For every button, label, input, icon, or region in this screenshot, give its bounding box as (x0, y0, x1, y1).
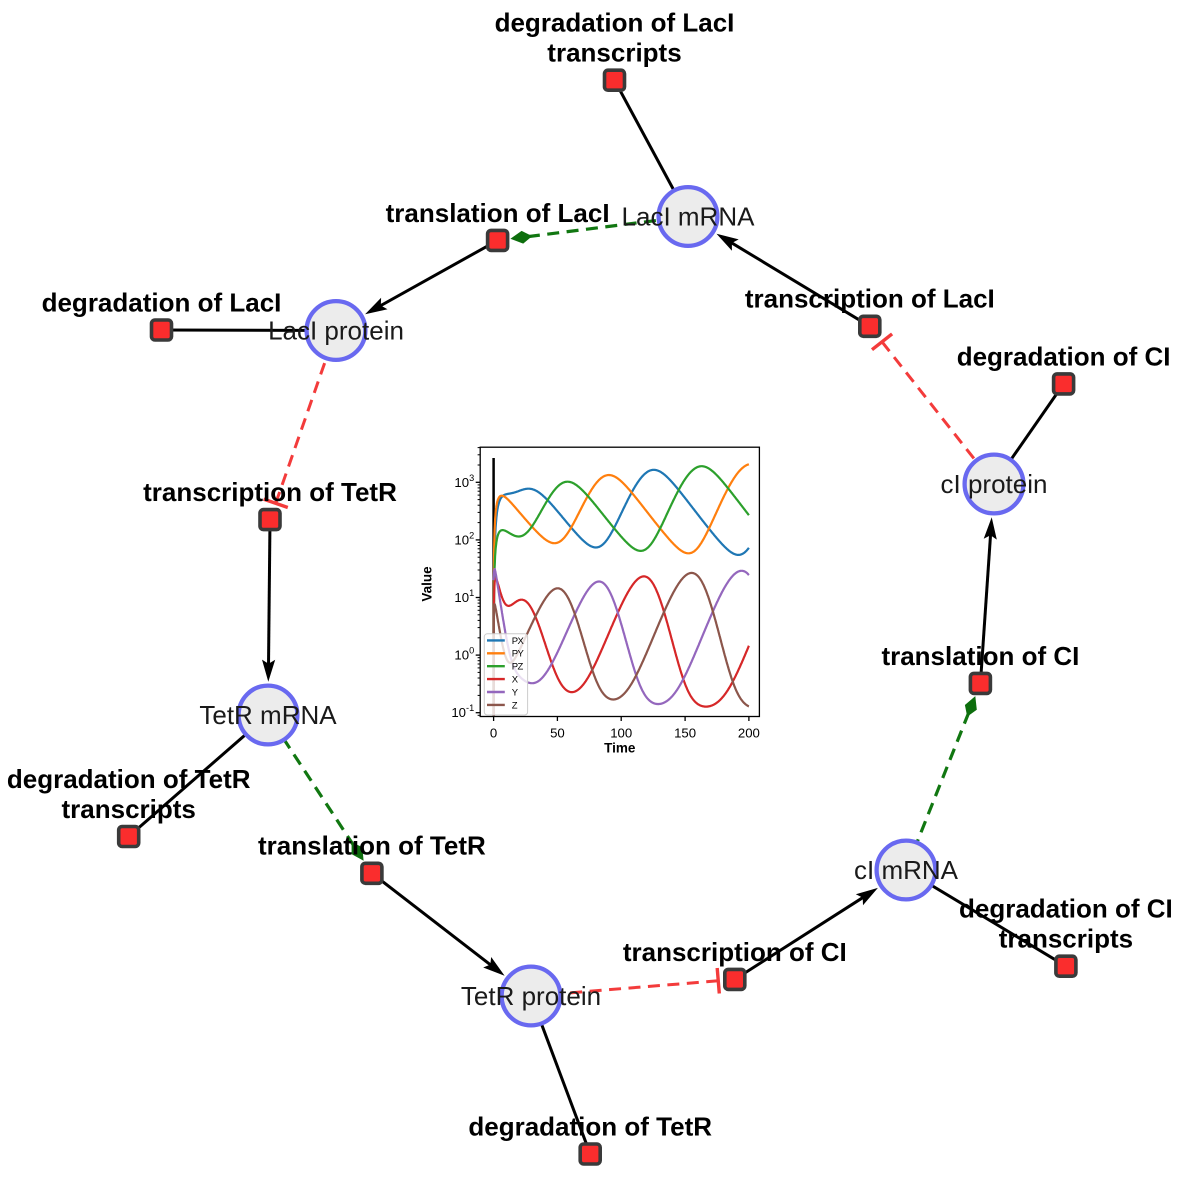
svg-text:translation of TetR: translation of TetR (258, 831, 486, 861)
svg-text:degradation of LacI: degradation of LacI (42, 287, 282, 317)
svg-text:transcription of CI: transcription of CI (623, 937, 847, 967)
svg-text:200: 200 (738, 726, 760, 741)
svg-text:transcripts: transcripts (62, 794, 196, 824)
svg-text:Time: Time (604, 741, 636, 756)
svg-text:150: 150 (674, 726, 696, 741)
svg-text:cI protein: cI protein (941, 469, 1048, 499)
svg-text:LacI mRNA: LacI mRNA (622, 201, 756, 231)
svg-text:Z: Z (512, 700, 518, 711)
svg-text:degradation of CI: degradation of CI (959, 894, 1173, 924)
svg-text:PY: PY (512, 649, 525, 660)
svg-text:translation of LacI: translation of LacI (386, 198, 610, 228)
svg-text:Y: Y (512, 687, 519, 698)
svg-text:PX: PX (512, 636, 525, 647)
svg-text:degradation of TetR: degradation of TetR (468, 1111, 712, 1141)
svg-text:transcription of LacI: transcription of LacI (745, 284, 995, 314)
svg-text:100: 100 (610, 726, 632, 741)
svg-text:degradation of CI: degradation of CI (957, 341, 1171, 371)
svg-text:transcription of TetR: transcription of TetR (143, 477, 397, 507)
svg-text:Value: Value (420, 566, 435, 602)
svg-text:translation of CI: translation of CI (881, 641, 1079, 671)
svg-text:PZ: PZ (512, 662, 524, 673)
svg-text:transcripts: transcripts (999, 924, 1133, 954)
svg-text:LacI protein: LacI protein (268, 315, 404, 345)
svg-text:degradation of LacI: degradation of LacI (495, 8, 735, 38)
svg-text:degradation of TetR: degradation of TetR (7, 764, 251, 794)
svg-text:TetR mRNA: TetR mRNA (199, 700, 337, 730)
svg-text:50: 50 (550, 726, 565, 741)
svg-text:transcripts: transcripts (547, 38, 681, 68)
svg-text:TetR protein: TetR protein (461, 981, 601, 1011)
svg-text:0: 0 (490, 726, 497, 741)
svg-text:X: X (512, 675, 519, 686)
svg-text:cI mRNA: cI mRNA (854, 855, 959, 885)
